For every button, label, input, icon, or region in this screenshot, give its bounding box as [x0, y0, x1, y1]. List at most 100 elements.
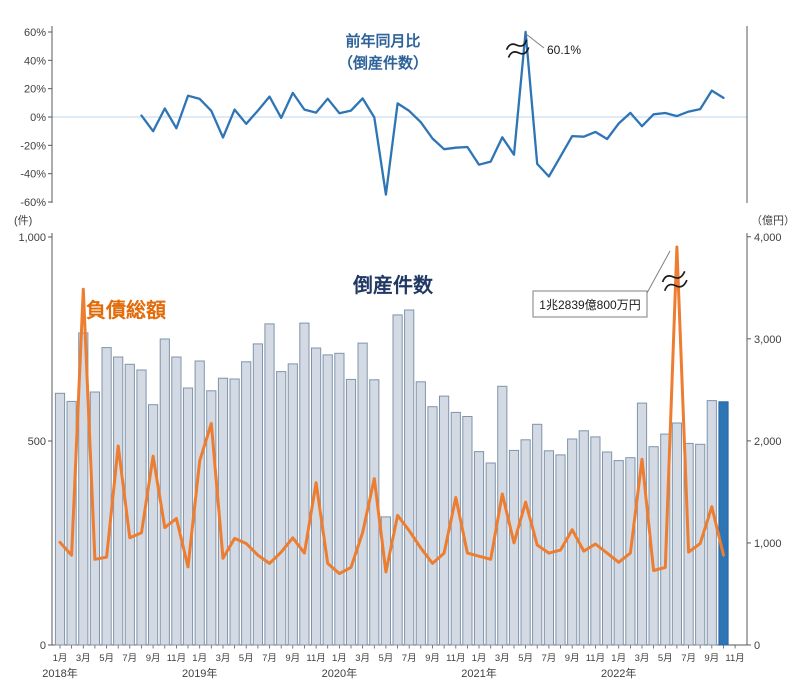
yoy-annotation-leader-line [526, 34, 544, 48]
combo-chart-canvas: 60% 40% 20% 0% -20% -40% -60% 前年同月比 （倒産件数） 60.… [0, 0, 800, 684]
bar [637, 403, 646, 645]
year-label: 2022年 [601, 666, 636, 680]
month-label: 1月 [611, 653, 626, 664]
tick-label: 1,000 [754, 538, 782, 550]
year-label: 2020年 [322, 666, 357, 680]
month-label: 3月 [216, 653, 231, 664]
year-label: 2018年 [42, 666, 77, 680]
bar [568, 439, 577, 645]
tick-label: 20% [24, 84, 46, 96]
bar [323, 355, 332, 645]
bar [300, 323, 309, 645]
tick-label: 1,000 [18, 232, 46, 244]
yoy-chart-label-line1: 前年同月比 [345, 32, 420, 50]
month-label: 7月 [122, 653, 137, 664]
year-label: 2021年 [461, 666, 496, 680]
tick-label: 0 [40, 640, 46, 652]
yoy-chart-label-line2: （倒産件数） [338, 54, 428, 72]
bar [358, 343, 367, 645]
month-label: 1月 [472, 653, 487, 664]
tick-label: 40% [24, 55, 46, 67]
bar [160, 339, 169, 645]
bar [277, 372, 286, 645]
bar [544, 451, 553, 645]
month-label: 5月 [99, 653, 114, 664]
top-left-axis-ticks: 60% 40% 20% 0% -20% -40% -60% [20, 27, 52, 209]
bar [591, 437, 600, 645]
bar [405, 310, 414, 645]
bar [288, 364, 297, 645]
bankruptcy-count-title: 倒産件数 [352, 273, 434, 297]
tick-label: 0 [754, 640, 760, 652]
month-label: 3月 [355, 653, 370, 664]
month-label: 9月 [285, 653, 300, 664]
bar [672, 423, 681, 645]
month-label: 5月 [379, 653, 394, 664]
month-label: 11月 [306, 653, 325, 664]
bar [346, 379, 355, 645]
month-label: 5月 [518, 653, 533, 664]
bar [242, 362, 251, 645]
liabilities-series-label: 負債総額 [86, 298, 166, 322]
yoy-peak-annotation: 60.1% [547, 43, 581, 57]
month-label: 1月 [192, 653, 207, 664]
bar [265, 324, 274, 645]
bar [440, 396, 449, 645]
bar [614, 461, 623, 645]
tick-label: 2,000 [754, 436, 782, 448]
bar [521, 440, 530, 645]
bar [253, 344, 262, 645]
year-label: 2019年 [182, 666, 217, 680]
bar [509, 450, 518, 645]
month-label: 11月 [586, 653, 605, 664]
bar [172, 357, 181, 645]
month-label: 7月 [262, 653, 277, 664]
bar [428, 407, 437, 645]
month-label: 3月 [635, 653, 650, 664]
month-label: 5月 [658, 653, 673, 664]
bar [230, 379, 239, 645]
bar [149, 405, 158, 645]
bar [393, 315, 402, 645]
right-axis-unit: （億円） [751, 214, 795, 227]
bar [183, 388, 192, 645]
bankruptcy-dashboard: 60% 40% 20% 0% -20% -40% -60% 前年同月比 （倒産件数） 60.… [0, 0, 800, 684]
bar [603, 452, 612, 645]
bottom-left-axis-ticks: 1,000 500 0 [18, 232, 52, 652]
tick-label: 60% [24, 27, 46, 39]
yoy-line-series [142, 32, 724, 195]
month-label: 5月 [239, 653, 254, 664]
month-label: 11月 [167, 653, 186, 664]
tick-label: 4,000 [754, 232, 782, 244]
x-axis-month-labels: 1月 3月 5月 7月 9月 11月 1月 3月 5月 7月 9月 11月 1月 3月 5月 7月 9月 11月 1… [53, 653, 745, 664]
bar [451, 412, 460, 645]
tick-label: 3,000 [754, 334, 782, 346]
liabilities-peak-annotation: 1兆2839億800万円 [539, 298, 640, 312]
month-label: 9月 [704, 653, 719, 664]
month-label: 3月 [76, 653, 91, 664]
bar [416, 382, 425, 645]
month-label: 1月 [53, 653, 68, 664]
month-label: 7月 [542, 653, 557, 664]
bar [474, 452, 483, 645]
month-label: 1月 [332, 653, 347, 664]
tick-label: -60% [20, 197, 46, 209]
bar [579, 431, 588, 645]
tick-label: 500 [28, 436, 46, 448]
month-label: 9月 [565, 653, 580, 664]
tick-label: 0% [30, 112, 46, 124]
bar [102, 348, 111, 645]
tick-label: -20% [20, 140, 46, 152]
month-label: 9月 [425, 653, 440, 664]
left-axis-unit: (件) [14, 214, 32, 227]
bottom-right-axis-ticks: 4,000 3,000 2,000 1,000 0 [747, 232, 782, 652]
month-label: 3月 [495, 653, 510, 664]
month-label: 11月 [446, 653, 465, 664]
tick-label: -40% [20, 169, 46, 181]
bar [335, 353, 344, 645]
x-axis-month-ticks [60, 645, 735, 649]
month-label: 7月 [681, 653, 696, 664]
bar [55, 393, 64, 645]
month-label: 11月 [725, 653, 744, 664]
month-label: 7月 [402, 653, 417, 664]
